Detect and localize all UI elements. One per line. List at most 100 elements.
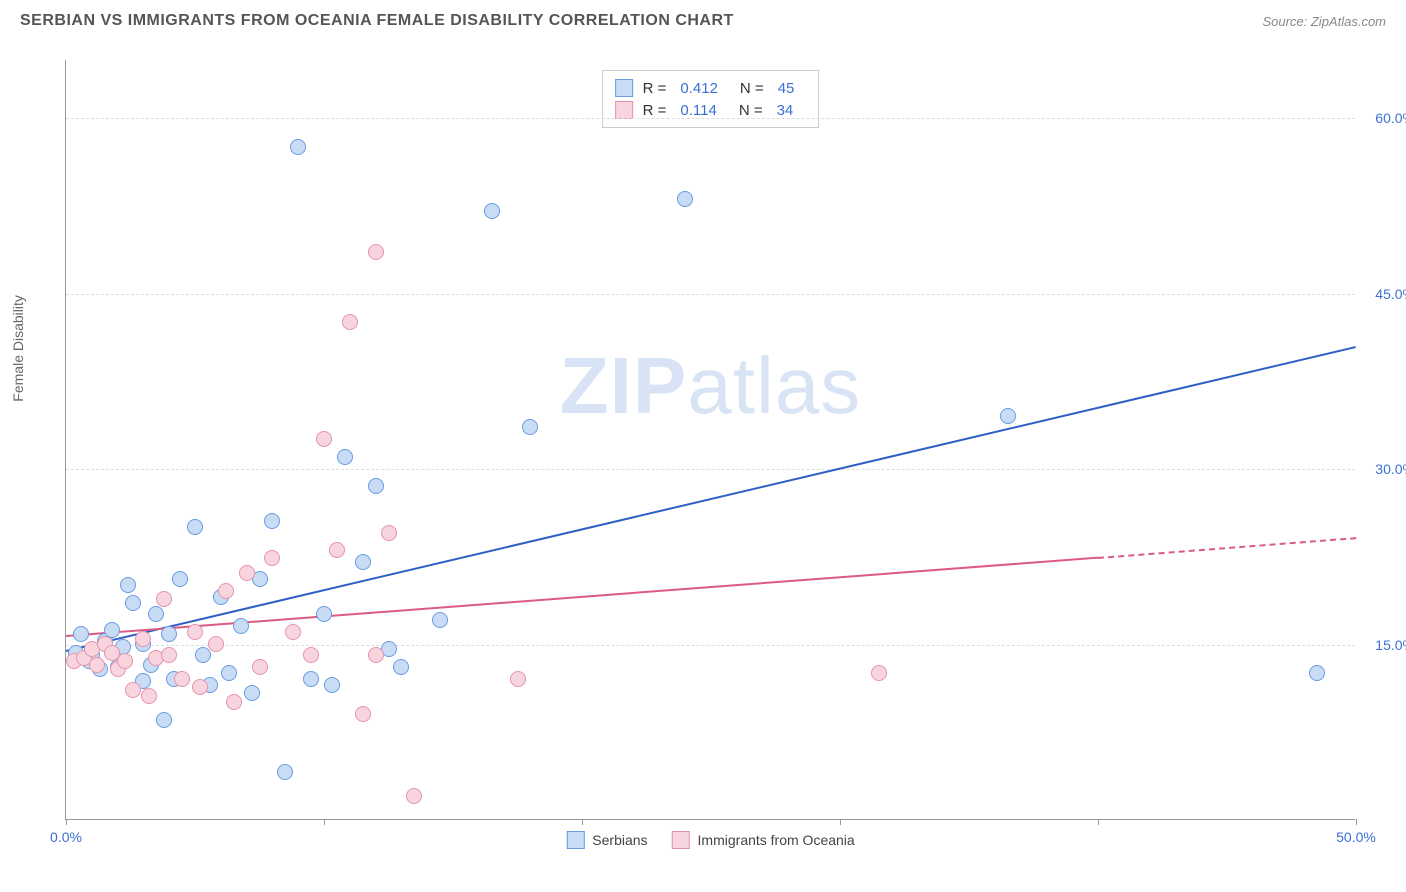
x-tick-label: 0.0%	[50, 829, 82, 845]
n-label: N =	[740, 80, 764, 97]
data-point	[148, 606, 164, 622]
watermark: ZIPatlas	[560, 340, 861, 432]
data-point	[89, 657, 105, 673]
data-point	[368, 244, 384, 260]
data-point	[510, 671, 526, 687]
data-point	[221, 665, 237, 681]
stats-row-serbians: R = 0.412 N = 45	[615, 77, 807, 99]
data-point	[264, 513, 280, 529]
n-label: N =	[739, 102, 763, 119]
legend-swatch-serbians	[566, 831, 584, 849]
x-tick	[324, 819, 325, 825]
data-point	[1000, 408, 1016, 424]
data-point	[316, 606, 332, 622]
y-tick-label: 15.0%	[1360, 637, 1406, 653]
legend-label-serbians: Serbians	[592, 832, 647, 848]
y-axis-label: Female Disability	[10, 295, 26, 402]
legend-item-serbians: Serbians	[566, 831, 647, 849]
data-point	[195, 647, 211, 663]
data-point	[355, 554, 371, 570]
data-point	[381, 525, 397, 541]
data-point	[120, 577, 136, 593]
bottom-legend: Serbians Immigrants from Oceania	[566, 831, 854, 849]
data-point	[871, 665, 887, 681]
data-point	[252, 659, 268, 675]
plot-area: ZIPatlas R = 0.412 N = 45 R = 0.114 N = …	[65, 60, 1355, 820]
data-point	[355, 706, 371, 722]
data-point	[316, 431, 332, 447]
data-point	[264, 550, 280, 566]
data-point	[161, 626, 177, 642]
watermark-light: atlas	[687, 341, 861, 430]
data-point	[156, 591, 172, 607]
data-point	[218, 583, 234, 599]
data-point	[73, 626, 89, 642]
data-point	[125, 682, 141, 698]
data-point	[244, 685, 260, 701]
data-point	[117, 653, 133, 669]
data-point	[368, 647, 384, 663]
data-point	[172, 571, 188, 587]
data-point	[522, 419, 538, 435]
data-point	[208, 636, 224, 652]
x-tick	[1098, 819, 1099, 825]
trend-line	[66, 346, 1356, 652]
legend-item-oceania: Immigrants from Oceania	[672, 831, 855, 849]
data-point	[677, 191, 693, 207]
data-point	[192, 679, 208, 695]
data-point	[432, 612, 448, 628]
r-label: R =	[643, 102, 667, 119]
swatch-serbians	[615, 79, 633, 97]
y-tick-label: 30.0%	[1360, 461, 1406, 477]
data-point	[277, 764, 293, 780]
swatch-oceania	[615, 101, 633, 119]
legend-swatch-oceania	[672, 831, 690, 849]
n-value-serbians: 45	[778, 80, 795, 97]
chart-container: Female Disability ZIPatlas R = 0.412 N =…	[20, 50, 1386, 860]
data-point	[187, 624, 203, 640]
data-point	[303, 671, 319, 687]
trend-line	[1098, 537, 1356, 559]
data-point	[187, 519, 203, 535]
data-point	[125, 595, 141, 611]
r-value-oceania: 0.114	[680, 102, 716, 119]
chart-title: SERBIAN VS IMMIGRANTS FROM OCEANIA FEMAL…	[20, 12, 734, 30]
data-point	[161, 647, 177, 663]
data-point	[239, 565, 255, 581]
data-point	[1309, 665, 1325, 681]
data-point	[393, 659, 409, 675]
data-point	[484, 203, 500, 219]
header: SERBIAN VS IMMIGRANTS FROM OCEANIA FEMAL…	[0, 0, 1406, 38]
data-point	[174, 671, 190, 687]
data-point	[329, 542, 345, 558]
gridline	[66, 645, 1355, 646]
n-value-oceania: 34	[777, 102, 794, 119]
data-point	[342, 314, 358, 330]
r-value-serbians: 0.412	[680, 80, 718, 97]
data-point	[406, 788, 422, 804]
data-point	[233, 618, 249, 634]
data-point	[226, 694, 242, 710]
data-point	[368, 478, 384, 494]
x-tick	[582, 819, 583, 825]
data-point	[156, 712, 172, 728]
data-point	[285, 624, 301, 640]
x-tick	[840, 819, 841, 825]
source-attribution: Source: ZipAtlas.com	[1262, 14, 1386, 29]
data-point	[324, 677, 340, 693]
r-label: R =	[643, 80, 667, 97]
data-point	[303, 647, 319, 663]
gridline	[66, 469, 1355, 470]
watermark-bold: ZIP	[560, 341, 687, 430]
legend-label-oceania: Immigrants from Oceania	[698, 832, 855, 848]
data-point	[135, 631, 151, 647]
x-tick	[1356, 819, 1357, 825]
data-point	[290, 139, 306, 155]
data-point	[337, 449, 353, 465]
y-tick-label: 60.0%	[1360, 110, 1406, 126]
x-tick	[66, 819, 67, 825]
gridline	[66, 294, 1355, 295]
gridline	[66, 118, 1355, 119]
y-tick-label: 45.0%	[1360, 286, 1406, 302]
x-tick-label: 50.0%	[1336, 829, 1376, 845]
